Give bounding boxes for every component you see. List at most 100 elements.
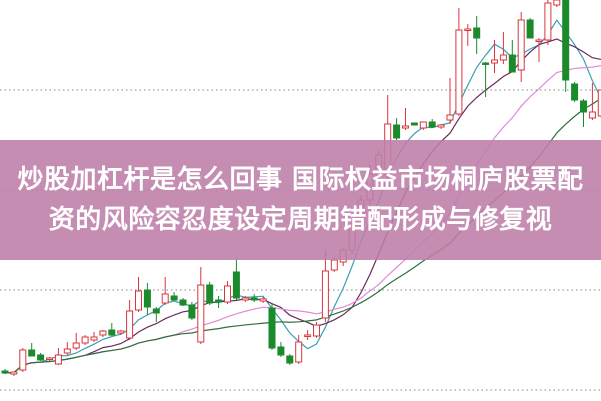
candle-up xyxy=(464,24,472,46)
candle-down xyxy=(428,119,436,128)
candle-up xyxy=(259,297,267,303)
candle-body xyxy=(286,355,294,364)
candle-body xyxy=(90,336,98,341)
candle-up xyxy=(402,108,409,130)
candle-down xyxy=(526,18,534,39)
candle-body xyxy=(544,2,552,41)
candle-up xyxy=(46,357,53,361)
candle-up xyxy=(54,348,62,365)
candle-up xyxy=(117,330,125,335)
candle-body xyxy=(268,307,276,349)
title-line-1: 炒股加杠杆是怎么回事 国际权益市场桐庐股票配 xyxy=(17,165,584,195)
candle-down xyxy=(508,40,516,73)
candle-body xyxy=(170,295,178,301)
candle-up xyxy=(241,296,249,302)
candle-up xyxy=(99,330,107,337)
candle-body xyxy=(526,19,534,39)
candle-body xyxy=(419,121,427,129)
candle-body xyxy=(143,289,151,308)
candle-up xyxy=(135,277,142,312)
candle-down xyxy=(286,354,294,365)
candle-up xyxy=(197,267,205,344)
candle-down xyxy=(1,369,9,374)
candle-body xyxy=(482,62,490,65)
ma10-line xyxy=(4,38,601,374)
candle-body xyxy=(224,285,231,303)
candle-down xyxy=(268,304,276,350)
candle-down xyxy=(152,307,160,322)
candle-body xyxy=(135,290,142,311)
candle-up xyxy=(535,38,543,62)
candle-body xyxy=(1,370,9,374)
candle-body xyxy=(179,299,187,306)
candle-body xyxy=(117,330,125,334)
candle-body xyxy=(232,271,240,299)
candle-body xyxy=(588,111,596,119)
candle-body xyxy=(10,371,18,375)
candle-body xyxy=(428,121,436,128)
candle-body xyxy=(535,39,543,42)
candle-down xyxy=(170,292,178,301)
candle-body xyxy=(464,28,472,31)
candle-body xyxy=(446,114,454,121)
candle-down xyxy=(179,298,187,306)
candle-body xyxy=(455,29,463,115)
candle-up xyxy=(295,335,303,364)
candle-down xyxy=(206,282,214,305)
candle-down xyxy=(277,342,285,357)
candle-body xyxy=(437,124,445,128)
candle-down xyxy=(37,353,45,361)
candle-body xyxy=(571,83,579,101)
candle-up xyxy=(446,78,454,124)
candle-up xyxy=(10,371,18,376)
candle-down xyxy=(571,82,579,102)
candle-up xyxy=(597,89,601,118)
candle-body xyxy=(54,354,62,365)
candle-up xyxy=(553,0,561,7)
candle-up xyxy=(455,8,463,116)
candle-up xyxy=(126,300,134,340)
candle-body xyxy=(37,354,45,361)
candle-body xyxy=(108,329,116,336)
candle-up xyxy=(419,121,427,130)
candle-body xyxy=(473,27,481,39)
candle-down xyxy=(232,258,240,300)
candle-body xyxy=(277,346,285,356)
candle-body xyxy=(553,0,561,6)
candle-down xyxy=(410,122,418,126)
candle-down xyxy=(473,16,481,54)
candle-body xyxy=(402,125,409,129)
candle-up xyxy=(81,335,89,345)
candle-up xyxy=(517,12,525,82)
candle-body xyxy=(410,122,418,126)
candle-up xyxy=(321,250,329,322)
candle-body xyxy=(126,310,134,339)
candle-body xyxy=(161,293,169,304)
candle-body xyxy=(393,124,401,139)
candle-body xyxy=(562,0,570,81)
candle-body xyxy=(517,19,525,71)
candle-body xyxy=(597,89,601,117)
candle-down xyxy=(580,99,587,127)
candle-body xyxy=(508,54,516,73)
candle-body xyxy=(81,336,89,344)
candle-body xyxy=(491,59,498,64)
candle-body xyxy=(206,284,214,304)
candle-down xyxy=(215,296,223,308)
candle-down xyxy=(143,283,151,315)
candle-up xyxy=(304,330,312,340)
candle-body xyxy=(152,308,160,314)
candle-body xyxy=(259,298,267,302)
candle-body xyxy=(250,297,258,301)
candle-down xyxy=(250,294,258,302)
candle-down xyxy=(108,323,116,336)
candle-body xyxy=(28,349,36,357)
candle-up xyxy=(588,83,596,120)
candle-body xyxy=(241,297,249,301)
candle-body xyxy=(188,304,196,319)
candle-up xyxy=(72,333,80,350)
candle-body xyxy=(304,334,312,337)
candle-up xyxy=(491,40,498,73)
candle-body xyxy=(499,54,507,61)
